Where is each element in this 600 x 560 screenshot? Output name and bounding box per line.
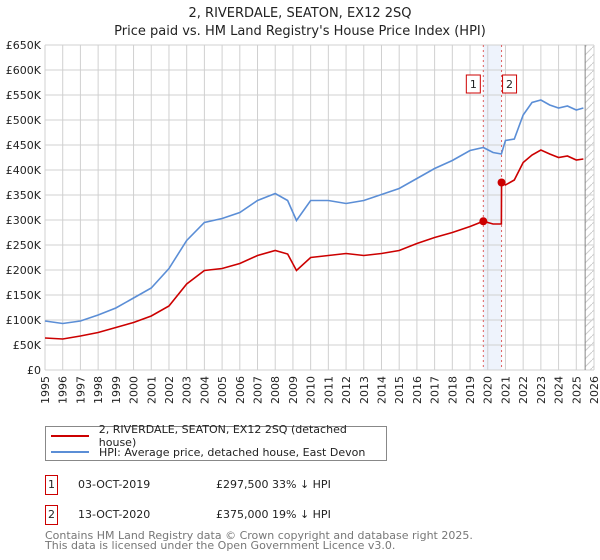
transaction-hpi: 19% ↓ HPI	[272, 508, 331, 521]
shaded-period	[483, 45, 502, 370]
y-tick-label: £50K	[13, 339, 42, 352]
transaction-price: £297,500	[216, 478, 269, 491]
chart-title: 2, RIVERDALE, SEATON, EX12 2SQ	[188, 6, 412, 21]
x-tick-label: 2021	[499, 376, 512, 404]
x-tick-label: 2004	[198, 376, 211, 404]
sale-label: 2	[506, 78, 513, 91]
x-tick-label: 2020	[482, 376, 495, 404]
y-tick-label: £350K	[6, 189, 42, 202]
y-tick-label: £300K	[6, 214, 42, 227]
x-tick-label: 2007	[252, 376, 265, 404]
footer-line: Contains HM Land Registry data © Crown c…	[45, 529, 473, 542]
chart-subtitle: Price paid vs. HM Land Registry's House …	[114, 24, 486, 39]
x-tick-label: 2008	[269, 376, 282, 404]
x-tick-label: 2013	[358, 376, 371, 404]
x-tick-label: 2017	[429, 376, 442, 404]
x-tick-label: 2001	[145, 376, 158, 404]
x-tick-label: 2015	[393, 376, 406, 404]
x-tick-label: 1996	[57, 376, 70, 404]
x-tick-label: 2003	[181, 376, 194, 404]
transaction-badge: 2	[45, 505, 58, 525]
footer: Contains HM Land Registry data © Crown c…	[45, 529, 473, 552]
price-chart: 1995 1996 1997 1998 1999 2000 2001 2002 2003 2004…	[6, 39, 600, 404]
x-tick-label: 2002	[163, 376, 176, 404]
x-tick-label: 2016	[411, 376, 424, 404]
legend-label: 2, RIVERDALE, SEATON, EX12 2SQ (detached…	[98, 423, 347, 449]
sale-marker	[479, 217, 488, 226]
transaction-hpi: 33% ↓ HPI	[272, 478, 331, 491]
y-tick-label: £600K	[6, 64, 42, 77]
x-tick-label: 2024	[553, 376, 566, 404]
x-tick-label: 1999	[110, 376, 123, 404]
x-tick-label: 1995	[39, 376, 52, 404]
transaction-badge: 1	[45, 475, 58, 495]
transaction-date: 03-OCT-2019	[78, 478, 151, 491]
legend-item-hpi: HPI: Average price, detached house, East…	[46, 444, 365, 460]
x-tick-label: 2005	[216, 376, 229, 404]
y-tick-label: £0	[27, 364, 41, 377]
x-tick-label: 2009	[287, 376, 300, 404]
y-tick-label: £500K	[6, 114, 42, 127]
x-tick-label: 2011	[322, 376, 335, 404]
x-tick-label: 2012	[340, 376, 353, 404]
forecast-hatch	[585, 45, 594, 370]
y-tick-label: £650K	[6, 39, 42, 52]
sale-label: 1	[470, 78, 477, 91]
x-tick-label: 2019	[464, 376, 477, 404]
x-tick-label: 2025	[570, 376, 583, 404]
x-tick-label: 1998	[92, 376, 105, 404]
legend-item-property: 2, RIVERDALE, SEATON, EX12 2SQ (detached…	[46, 423, 386, 449]
y-tick-label: £550K	[6, 89, 42, 102]
x-tick-label: 2022	[517, 376, 530, 404]
y-tick-label: £100K	[6, 314, 42, 327]
y-tick-label: £400K	[6, 164, 42, 177]
series-line	[44, 149, 584, 340]
transaction-date: 13-OCT-2020	[78, 508, 151, 521]
y-tick-label: £250K	[6, 239, 42, 252]
x-tick-label: 2000	[128, 376, 141, 404]
transaction-price: £375,000	[216, 508, 269, 521]
y-tick-label: £200K	[6, 264, 42, 277]
x-tick-label: 2014	[375, 376, 388, 404]
sale-label-box	[465, 74, 481, 94]
footer-line: This data is licensed under the Open Gov…	[45, 539, 396, 552]
legend-swatch-red	[51, 435, 89, 437]
legend: 2, RIVERDALE, SEATON, EX12 2SQ (detached…	[45, 423, 387, 461]
x-tick-label: 2026	[588, 376, 600, 404]
series-line	[44, 99, 584, 325]
x-tick-label: 2010	[305, 376, 318, 404]
y-tick-label: £150K	[6, 289, 42, 302]
legend-swatch-blue	[51, 451, 89, 453]
legend-label: HPI: Average price, detached house, East…	[99, 445, 366, 459]
x-tick-label: 1997	[74, 376, 87, 404]
x-tick-label: 2006	[234, 376, 247, 404]
x-tick-label: 2023	[535, 376, 548, 404]
x-tick-label: 2018	[446, 376, 459, 404]
sale-marker	[497, 178, 506, 187]
y-tick-label: £450K	[6, 139, 42, 152]
sale-label-box	[502, 74, 518, 94]
